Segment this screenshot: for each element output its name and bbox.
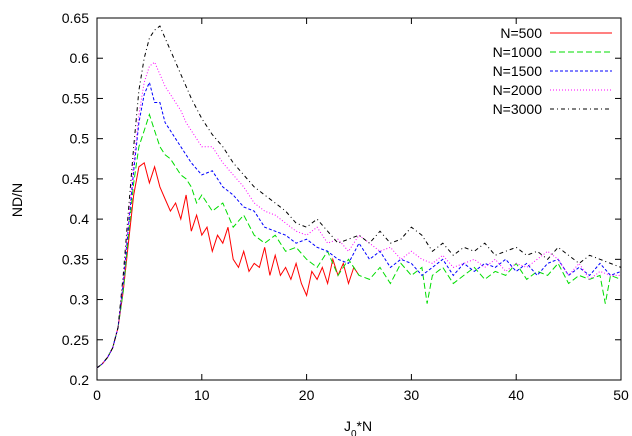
series-line-n-3000 [96,25,622,369]
y-tick-label: 0.35 [62,251,89,267]
y-tick-label: 0.2 [70,372,90,388]
legend-label: N=1500 [493,63,543,79]
x-axis-label: J0*N [344,418,372,436]
x-tick-label: 50 [613,387,629,403]
y-axis-label: ND/N [9,183,25,217]
x-tick-label: 20 [299,387,315,403]
y-tick-label: 0.6 [70,50,90,66]
x-axis-label-suffix: *N [357,418,373,434]
legend: N=500 N=1000 N=1500 N=2000 N=3000 [493,25,612,117]
x-tick-label: 0 [93,387,101,403]
axis-ticks: 0 10 20 30 40 50 0.2 0.25 0.3 0.35 0.4 0.45 0.5 0.55 0… [62,10,629,403]
x-tick-label: 30 [404,387,420,403]
y-tick-label: 0.5 [70,131,90,147]
y-tick-label: 0.65 [62,10,89,26]
y-tick-label: 0.3 [70,292,90,308]
plot-border [96,17,622,381]
series-line-n-1000 [96,112,622,369]
legend-label: N=3000 [493,101,543,117]
series-lines [96,25,622,369]
legend-label: N=1000 [493,44,543,60]
x-axis-label-subscript: 0 [351,429,357,436]
legend-label: N=500 [500,25,542,41]
y-tick-label: 0.4 [70,211,90,227]
x-axis-label-main: J [344,418,351,434]
y-tick-label: 0.55 [62,90,89,106]
x-tick-label: 40 [508,387,524,403]
y-tick-label: 0.25 [62,332,89,348]
y-tick-label: 0.45 [62,171,89,187]
plot-frame [96,17,622,381]
x-tick-label: 10 [194,387,210,403]
series-line-n-2000 [96,61,621,369]
series-line-n-1500 [96,80,622,369]
legend-label: N=2000 [493,82,543,98]
series-line-n-500 [96,161,360,369]
